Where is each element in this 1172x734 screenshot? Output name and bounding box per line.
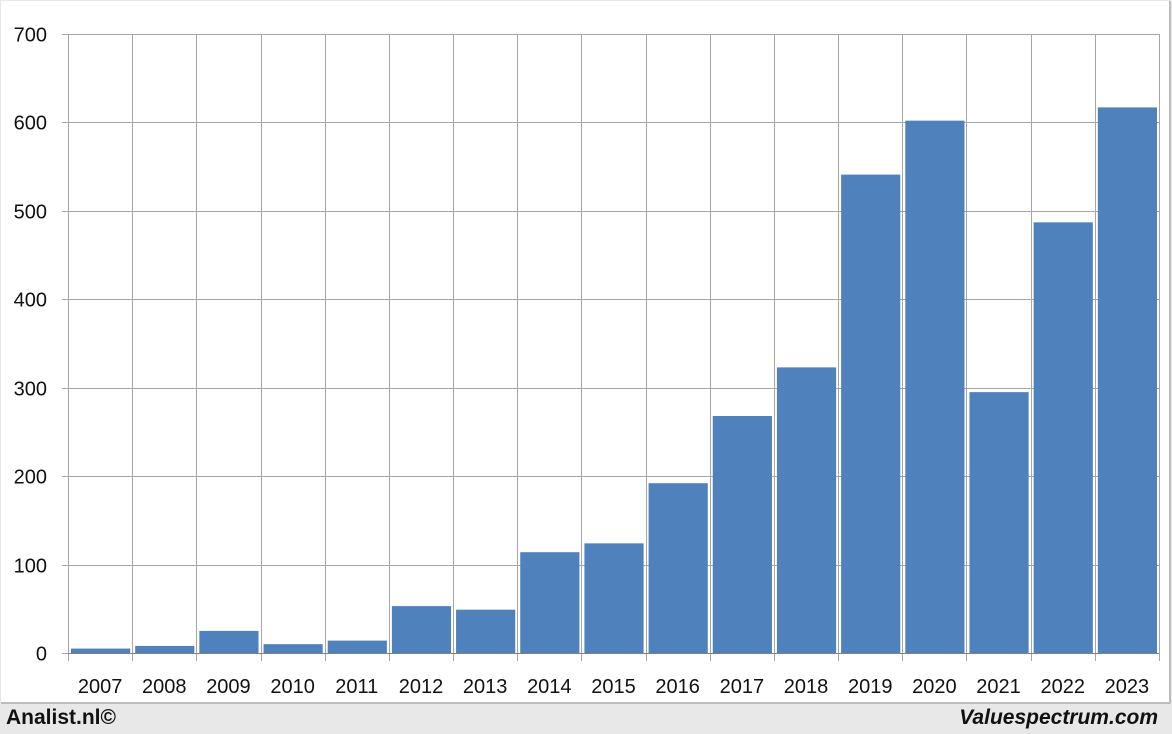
x-tick-label: 2019 xyxy=(848,676,893,698)
bar-2016 xyxy=(648,483,708,653)
y-tick-label: 300 xyxy=(14,379,47,401)
bar-2018 xyxy=(776,367,837,653)
bar-2008 xyxy=(135,645,195,653)
bar-2007 xyxy=(71,648,131,653)
x-tick-label: 2008 xyxy=(142,676,187,698)
bar-2023 xyxy=(1097,107,1157,654)
footer-source-left: Analist.nl© xyxy=(6,706,116,729)
bar-2021 xyxy=(969,392,1029,653)
x-tick-label: 2013 xyxy=(463,676,508,698)
x-tick-label: 2012 xyxy=(399,676,444,698)
bar-2015 xyxy=(584,543,644,653)
x-tick-label: 2020 xyxy=(912,676,957,698)
bar-2013 xyxy=(456,609,516,653)
x-tick-label: 2015 xyxy=(591,676,636,698)
x-tick-label: 2017 xyxy=(720,676,765,698)
y-tick-label: 700 xyxy=(14,25,47,47)
x-tick-label: 2009 xyxy=(206,676,251,698)
x-tick-label: 2010 xyxy=(270,676,315,698)
bar-2022 xyxy=(1033,222,1093,654)
x-tick-label: 2023 xyxy=(1105,676,1150,698)
bar-2017 xyxy=(712,416,772,653)
y-tick-label: 200 xyxy=(14,467,47,489)
chart-frame: 0 100 200 300 400 500 600 700 2007 2008 2009 2010 20… xyxy=(1,1,1171,704)
x-tick-label: 2014 xyxy=(527,676,572,698)
x-tick-label: 2016 xyxy=(655,676,700,698)
y-tick-label: 400 xyxy=(14,290,47,312)
y-tick-label: 100 xyxy=(14,556,47,578)
bar-2011 xyxy=(327,640,387,653)
x-tick-label: 2021 xyxy=(976,676,1021,698)
bar-2019 xyxy=(841,174,901,653)
y-tick-label: 500 xyxy=(14,202,47,224)
y-tick-label: 0 xyxy=(36,644,47,666)
x-tick-label: 2022 xyxy=(1040,676,1085,698)
bar-2014 xyxy=(520,552,580,653)
bar-2009 xyxy=(199,630,259,653)
bar-2010 xyxy=(263,644,323,653)
footer-source-right: Valuespectrum.com xyxy=(959,706,1158,729)
bar-2020 xyxy=(905,120,965,653)
y-tick-label: 600 xyxy=(14,113,47,135)
x-tick-label: 2018 xyxy=(784,676,829,698)
bar-chart: 0 100 200 300 400 500 600 700 2007 2008 2009 2010 20… xyxy=(14,25,1160,698)
x-tick-label: 2011 xyxy=(335,676,378,698)
bar-2012 xyxy=(391,606,452,653)
x-tick-label: 2007 xyxy=(78,676,123,698)
